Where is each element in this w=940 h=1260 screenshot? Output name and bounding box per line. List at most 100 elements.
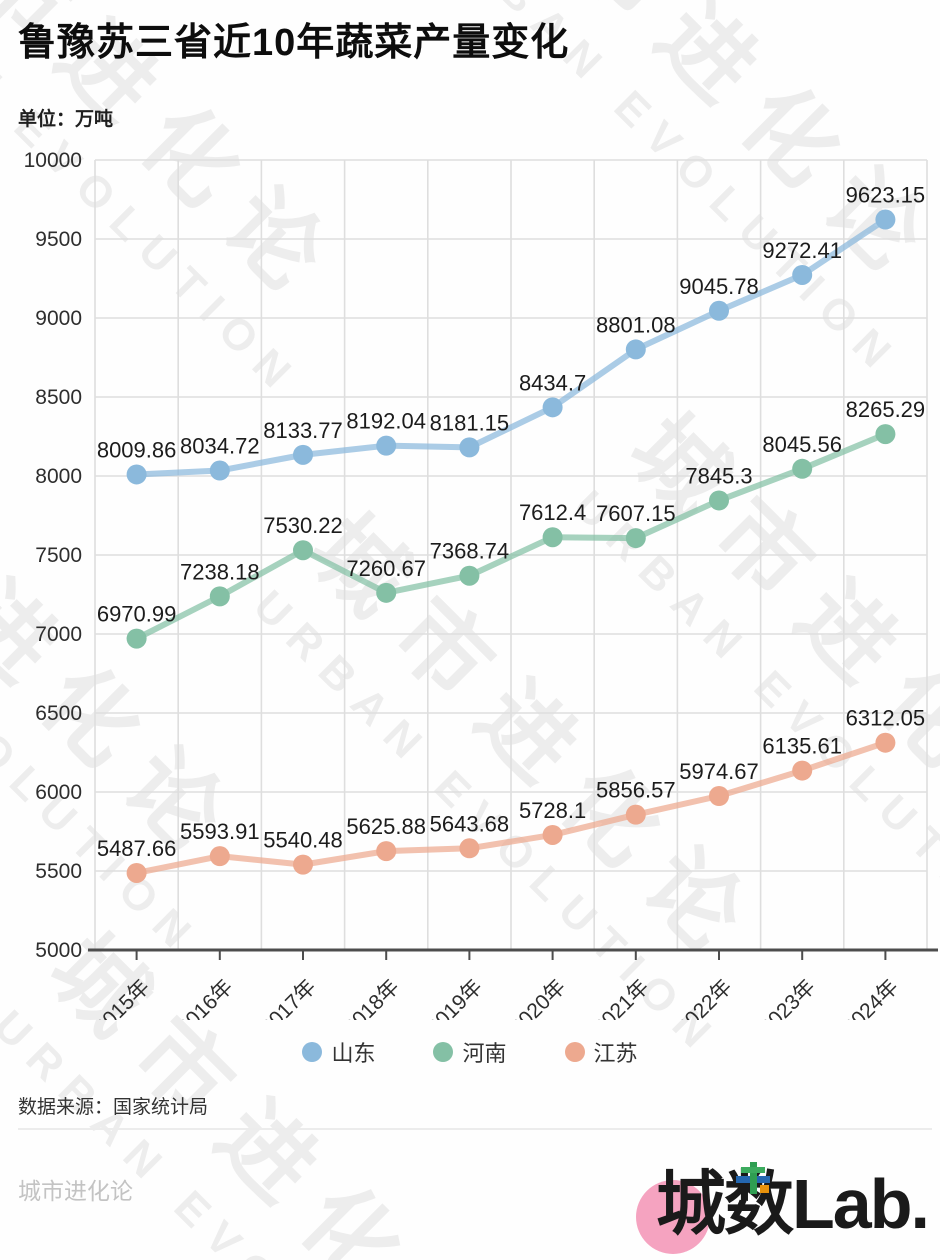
data-point-label: 5487.66 <box>97 836 177 861</box>
data-point-label: 8181.15 <box>430 410 510 435</box>
data-point-label: 7260.67 <box>346 556 426 581</box>
chengshu-lab-logo: 城数 Lab. <box>636 1148 940 1254</box>
data-point-label: 8192.04 <box>346 409 426 434</box>
x-axis-tick-label: 2023年 <box>756 975 820 1020</box>
data-point-label: 8133.77 <box>263 418 343 443</box>
data-point-label: 7530.22 <box>263 513 343 538</box>
y-axis-tick-label: 5500 <box>35 860 82 883</box>
data-point-label: 7612.4 <box>519 500 586 525</box>
x-axis: 2015年 2016年 2017年 2018年 2019年 2020年 2021年 2022年… <box>88 948 938 1020</box>
data-point-label: 9623.15 <box>846 183 926 208</box>
data-point-marker <box>209 586 230 607</box>
legend-dot-icon <box>302 1042 323 1062</box>
logo-pink-circle-icon <box>636 1180 710 1254</box>
legend-dot-icon <box>564 1042 585 1062</box>
data-point-marker <box>376 582 397 603</box>
x-axis-tick-label: 2019年 <box>423 975 487 1020</box>
data-point-label: 7238.18 <box>180 559 260 584</box>
data-point-label: 8434.7 <box>519 370 586 395</box>
data-point-label: 6312.05 <box>846 706 926 731</box>
data-point-marker <box>542 397 563 418</box>
x-axis-tick-label: 2020年 <box>506 975 570 1020</box>
data-point-marker <box>542 824 563 845</box>
data-point-label: 5974.67 <box>679 759 759 784</box>
data-point-marker <box>625 528 646 549</box>
data-point-marker <box>126 628 147 649</box>
data-point-marker <box>293 540 313 561</box>
y-axis-tick-label: 9500 <box>35 228 82 251</box>
page-title: 鲁豫苏三省近10年蔬菜产量变化 <box>18 22 570 64</box>
x-axis-tick-label: 2018年 <box>340 975 404 1020</box>
logo-color-accent-icon <box>736 1162 772 1196</box>
data-point-marker <box>709 300 729 321</box>
data-point-label: 5540.48 <box>263 828 343 853</box>
legend-label: 山东 <box>331 1041 376 1066</box>
data-point-marker <box>709 786 729 807</box>
data-point-marker <box>376 841 397 862</box>
chart-legend: 山东 河南 江苏 <box>0 1036 940 1068</box>
legend-label: 江苏 <box>593 1041 638 1066</box>
data-point-label: 8045.56 <box>762 432 842 457</box>
data-point-label: 9272.41 <box>762 238 842 263</box>
data-point-marker <box>875 424 896 445</box>
data-point-marker <box>126 464 147 485</box>
grid-lines <box>94 159 928 950</box>
unit-label: 单位：万吨 <box>18 109 114 130</box>
data-point-label: 5728.1 <box>519 798 586 823</box>
x-axis-tick-label: 2022年 <box>672 975 736 1020</box>
x-axis-tick-label: 2015年 <box>90 975 154 1020</box>
data-point-marker <box>625 339 646 360</box>
x-axis-tick-label: 2017年 <box>256 975 320 1020</box>
data-point-marker <box>126 862 147 883</box>
x-axis-tick-label: 2016年 <box>173 975 237 1020</box>
data-point-marker <box>792 458 813 479</box>
data-point-marker <box>792 760 813 781</box>
data-point-marker <box>293 444 313 465</box>
data-point-marker <box>875 209 896 230</box>
data-point-marker <box>376 435 397 456</box>
data-point-marker <box>709 490 729 511</box>
y-axis-tick-label: 7000 <box>35 623 82 646</box>
y-axis-tick-label: 10000 <box>24 149 82 172</box>
data-point-label: 5856.57 <box>596 778 676 803</box>
y-axis-tick-label: 6000 <box>35 781 82 804</box>
y-axis-tick-label: 9000 <box>35 307 82 330</box>
data-point-marker <box>209 846 230 867</box>
data-point-label: 5625.88 <box>346 814 426 839</box>
data-point-label: 6970.99 <box>97 602 177 627</box>
data-point-marker <box>542 527 563 548</box>
legend-dot-icon <box>433 1042 454 1062</box>
y-axis-tick-label: 7500 <box>35 544 82 567</box>
data-point-label: 7368.74 <box>430 539 510 564</box>
y-axis-tick-label: 5000 <box>35 939 82 962</box>
data-point-label: 8009.86 <box>97 437 177 462</box>
data-point-label: 7845.3 <box>685 463 752 488</box>
data-point-marker <box>293 854 313 875</box>
vegetable-production-line-chart: 5000 5500 6000 6500 7000 7500 8000 8500 9000 9500… <box>24 149 938 1020</box>
data-point-marker <box>209 460 230 481</box>
y-axis-tick-label: 6500 <box>35 702 82 725</box>
y-axis-tick-label: 8000 <box>35 465 82 488</box>
data-point-label: 7607.15 <box>596 501 676 526</box>
data-source-label: 数据来源：国家统计局 <box>18 1097 209 1118</box>
data-point-label: 9045.78 <box>679 274 759 299</box>
logo-en-text: Lab. <box>792 1165 930 1243</box>
data-point-marker <box>459 437 480 458</box>
y-axis-tick-label: 8500 <box>35 386 82 409</box>
data-point-label: 5593.91 <box>180 819 260 844</box>
data-point-label: 8801.08 <box>596 312 676 337</box>
legend-item-1: 山东 <box>302 1036 375 1068</box>
x-axis-tick-label: 2024年 <box>839 975 903 1020</box>
data-point-label: 5643.68 <box>430 811 510 836</box>
footer-divider <box>18 1128 932 1130</box>
data-point-label: 8265.29 <box>846 397 926 422</box>
legend-item-3: 江苏 <box>564 1036 638 1068</box>
x-axis-tick-label: 2021年 <box>589 975 653 1020</box>
data-point-label: 6135.61 <box>762 734 842 759</box>
data-point-marker <box>792 264 813 285</box>
footer-brand: 城市进化论 <box>18 1178 133 1204</box>
